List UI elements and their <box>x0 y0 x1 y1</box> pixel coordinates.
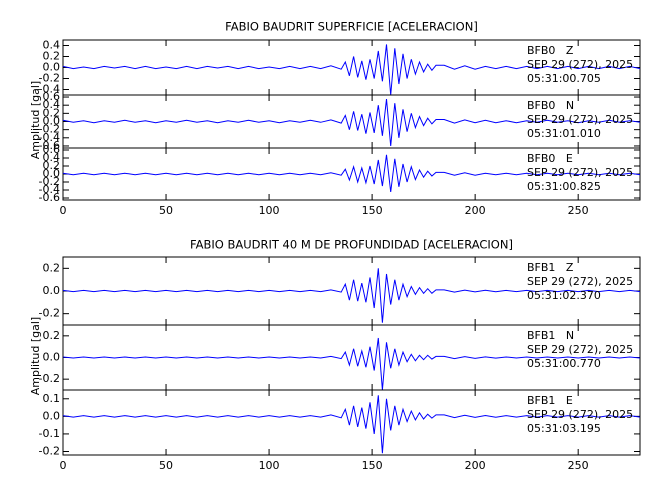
chart-title: FABIO BAUDRIT 40 M DE PROFUNDIDAD [ACELE… <box>190 238 513 252</box>
y-tick-label: -0.4 <box>39 131 60 144</box>
station-label: BFB1 N <box>527 329 574 342</box>
y-tick-label: 0.2 <box>43 159 61 172</box>
chart-title: FABIO BAUDRIT SUPERFICIE [ACELERACION] <box>225 20 478 34</box>
y-tick-label: -0.1 <box>39 427 60 440</box>
y-tick-label: 0.2 <box>43 106 61 119</box>
x-tick-label: 200 <box>465 204 486 217</box>
panel-frame <box>62 389 641 456</box>
station-label: BFB1 Z <box>527 261 574 274</box>
y-tick-label: 0.0 <box>43 61 61 74</box>
x-tick-label: 50 <box>159 204 173 217</box>
station-label: BFB0 N <box>527 99 574 112</box>
waveform <box>62 44 641 96</box>
y-tick-label: 0.0 <box>43 409 61 422</box>
y-axis-label: Amplitud [gal] <box>29 317 42 395</box>
time-label: 05:31:01.010 <box>527 127 601 140</box>
x-tick-label: 0 <box>60 459 67 472</box>
y-tick-label: -0.6 <box>39 191 60 204</box>
waveform <box>62 337 641 391</box>
y-tick-label: -0.2 <box>39 175 60 188</box>
x-tick-label: 0 <box>60 204 67 217</box>
y-tick-label: -0.2 <box>39 72 60 85</box>
y-tick-label: 0.2 <box>43 329 61 342</box>
waveform <box>62 99 641 147</box>
time-label: 05:31:02.370 <box>527 289 601 302</box>
y-tick-label: 0.4 <box>43 151 61 164</box>
y-tick-label: 0.6 <box>43 90 61 103</box>
waveform <box>62 395 641 454</box>
x-tick-label: 100 <box>259 204 280 217</box>
x-tick-label: 250 <box>568 459 589 472</box>
y-tick-label: -0.4 <box>39 183 60 196</box>
date-label: SEP 29 (272), 2025 <box>527 58 633 71</box>
y-tick-label: 0.4 <box>43 98 61 111</box>
y-tick-label: -0.2 <box>39 123 60 136</box>
y-tick-label: -0.2 <box>39 307 60 320</box>
time-label: 05:31:00.770 <box>527 357 601 370</box>
y-tick-label: 0.6 <box>43 143 61 156</box>
y-tick-label: 0.2 <box>43 261 61 274</box>
y-tick-label: 0.0 <box>43 351 61 364</box>
time-label: 05:31:00.705 <box>527 72 601 85</box>
y-tick-label: 0.0 <box>43 115 61 128</box>
x-tick-label: 200 <box>465 459 486 472</box>
date-label: SEP 29 (272), 2025 <box>527 166 633 179</box>
date-label: SEP 29 (272), 2025 <box>527 275 633 288</box>
date-label: SEP 29 (272), 2025 <box>527 113 633 126</box>
x-tick-label: 250 <box>568 204 589 217</box>
y-tick-label: 0.0 <box>43 284 61 297</box>
x-tick-label: 50 <box>159 459 173 472</box>
x-tick-label: 100 <box>259 459 280 472</box>
y-tick-label: 0.0 <box>43 167 61 180</box>
y-tick-label: -0.2 <box>39 444 60 457</box>
date-label: SEP 29 (272), 2025 <box>527 343 633 356</box>
time-label: 05:31:00.825 <box>527 180 601 193</box>
y-tick-label: -0.2 <box>39 372 60 385</box>
y-tick-label: 0.4 <box>43 39 61 52</box>
station-label: BFB1 E <box>527 394 573 407</box>
y-tick-label: -0.4 <box>39 83 60 96</box>
date-label: SEP 29 (272), 2025 <box>527 408 633 421</box>
time-label: 05:31:03.195 <box>527 422 601 435</box>
waveform <box>62 154 641 193</box>
y-tick-label: -0.6 <box>39 139 60 152</box>
y-tick-label: 0.2 <box>43 50 61 63</box>
station-label: BFB0 E <box>527 152 573 165</box>
station-label: BFB0 Z <box>527 44 574 57</box>
x-tick-label: 150 <box>362 204 383 217</box>
y-axis-label: Amplitud [gal] <box>29 81 42 159</box>
x-tick-label: 150 <box>362 459 383 472</box>
waveform <box>62 268 641 323</box>
y-tick-label: 0.1 <box>43 392 61 405</box>
